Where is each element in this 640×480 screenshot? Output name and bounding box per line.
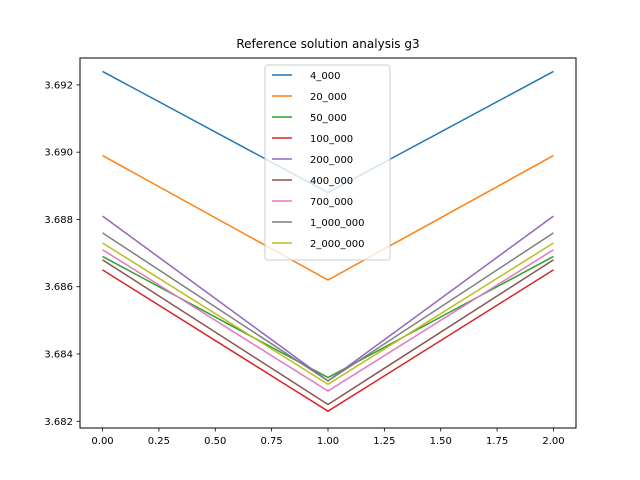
- x-tick-label: 2.00: [542, 436, 564, 447]
- legend-label: 400_000: [310, 176, 353, 187]
- x-tick-label: 0.50: [204, 436, 226, 447]
- x-tick-label: 1.00: [317, 436, 339, 447]
- x-tick-label: 0.00: [91, 436, 113, 447]
- series-line-20_000: [102, 154, 554, 281]
- legend: 4_000 20_000 50_000 100_000 200_000 400_000 70…: [264, 64, 391, 261]
- series-line-2_000_000: [102, 242, 554, 386]
- x-tick-label: 1.75: [486, 436, 508, 447]
- legend-label: 20_000: [310, 92, 347, 103]
- legend-label: 2_000_000: [310, 239, 365, 250]
- y-tick-label: 3.682: [44, 417, 73, 428]
- chart-title: Reference solution analysis g3: [236, 37, 419, 51]
- series-line-700_000: [102, 249, 554, 392]
- legend-label: 4_000: [310, 71, 340, 82]
- series-layer: [102, 70, 554, 413]
- y-tick-label: 3.684: [44, 350, 73, 361]
- legend-label: 100_000: [310, 134, 353, 145]
- series-line-400_000: [102, 259, 554, 406]
- y-tick-label: 3.690: [44, 148, 73, 159]
- legend-label: 50_000: [310, 113, 347, 124]
- legend-label: 200_000: [310, 155, 353, 166]
- legend-label: 1_000_000: [310, 218, 365, 229]
- y-tick-label: 3.686: [44, 282, 73, 293]
- legend-label: 700_000: [310, 197, 353, 208]
- y-axis: 3.682 3.684 3.686 3.688 3.690 3.692: [44, 80, 80, 428]
- x-tick-label: 0.75: [261, 436, 283, 447]
- x-axis: 0.00 0.25 0.50 0.75 1.00 1.25 1.50 1.75 2.00: [91, 428, 565, 447]
- y-tick-label: 3.692: [44, 80, 73, 91]
- series-line-100_000: [102, 269, 554, 413]
- x-tick-label: 1.50: [430, 436, 452, 447]
- x-tick-label: 1.25: [373, 436, 395, 447]
- series-line-1_000_000: [102, 232, 554, 382]
- y-tick-label: 3.688: [44, 215, 73, 226]
- legend-box: [264, 64, 391, 261]
- x-tick-label: 0.25: [148, 436, 170, 447]
